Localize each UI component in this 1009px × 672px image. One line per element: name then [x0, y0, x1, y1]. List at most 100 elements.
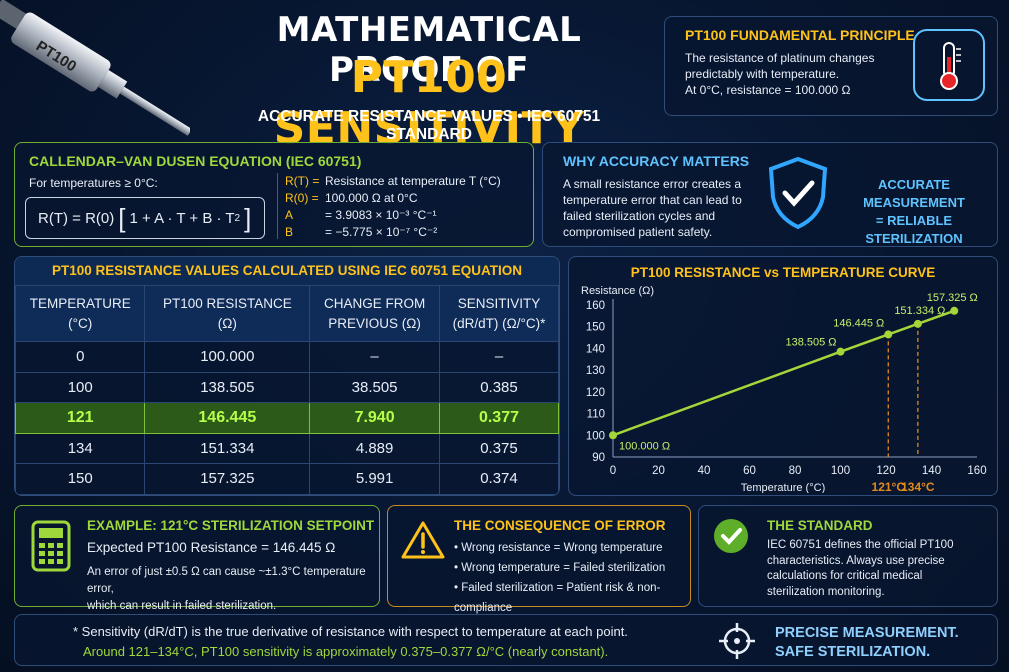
table-cell: 134	[15, 432, 146, 464]
table-cell: –	[438, 341, 559, 373]
table-header-row: TEMPERATURE (°C) PT100 RESISTANCE (Ω) CHAN…	[15, 285, 559, 342]
term-row: R(T) = Resistance at temperature T (°C)	[285, 174, 501, 188]
accuracy-badge-line: = RELIABLE STERILIZATION	[865, 213, 963, 246]
formula-body: 1 + A · T + B · T	[129, 209, 235, 227]
column-header: PT100 RESISTANCE (Ω)	[144, 285, 311, 342]
consequence-bullet: • Wrong resistance = Wrong temperature	[454, 542, 663, 554]
x-axis-label: Temperature (°C)	[741, 482, 825, 493]
table-cell: 151.334	[144, 432, 311, 464]
bracket-close: ]	[244, 202, 252, 233]
standard-panel: THE STANDARD IEC 60751 defines the offic…	[698, 505, 998, 607]
principle-line: predictably with temperature.	[685, 67, 840, 81]
shield-check-icon	[765, 155, 831, 236]
table-row: 150 157.325 5.991 0.374	[15, 463, 559, 495]
principle-line: At 0°C, resistance = 100.000 Ω	[685, 83, 851, 97]
table-cell: 150	[15, 463, 146, 495]
footer-cta-line: SAFE STERILIZATION.	[775, 644, 931, 660]
marker-label: 121°C	[872, 480, 906, 493]
table-cell: 38.505	[309, 371, 440, 403]
footer-note-2: Around 121–134°C, PT100 sensitivity is a…	[83, 644, 609, 659]
subtitle: ACCURATE RESISTANCE VALUES • IEC 60751 S…	[257, 108, 601, 143]
table-row: 100 138.505 38.505 0.385	[15, 371, 559, 403]
footer-cta-line: PRECISE MEASUREMENT.	[775, 625, 959, 641]
example-heading: EXAMPLE: 121°C STERILIZATION SETPOINT	[87, 518, 375, 533]
equation-heading: CALLENDAR–VAN DUSEN EQUATION (IEC 60751)	[29, 153, 362, 169]
x-tick-label: 20	[652, 465, 665, 477]
accuracy-panel: WHY ACCURACY MATTERS A small resistance …	[542, 142, 998, 247]
x-tick-label: 40	[698, 465, 711, 477]
thermometer-icon	[913, 29, 985, 101]
crosshair-icon	[717, 621, 757, 666]
table-heading: PT100 RESISTANCE VALUES CALCULATED USING…	[15, 257, 559, 285]
pt100-probe-illustration: PT100	[0, 0, 192, 150]
accuracy-line: failed sterilization cycles and	[563, 209, 716, 223]
table-cell: 100	[15, 371, 146, 403]
resistance-table: TEMPERATURE (°C) PT100 RESISTANCE (Ω) CHAN…	[15, 285, 559, 495]
accuracy-badge-line: ACCURATE MEASUREMENT	[863, 177, 965, 210]
example-line: An error of just ±0.5 Ω can cause ~±1.3°…	[87, 566, 366, 595]
data-point	[913, 319, 922, 328]
series-line	[612, 309, 955, 437]
x-tick-label: 140	[922, 465, 941, 477]
table-cell: 0.375	[438, 432, 559, 464]
table-cell: 138.505	[144, 371, 311, 403]
column-header: CHANGE FROM PREVIOUS (Ω)	[309, 285, 440, 342]
bracket-open: [	[118, 202, 126, 233]
consequence-panel: THE CONSEQUENCE OF ERROR • Wrong resista…	[387, 505, 691, 614]
title-line-1: MATHEMATICAL PROOF OF	[276, 10, 582, 90]
table-cell: 121	[15, 402, 146, 434]
data-point	[836, 347, 845, 356]
principle-heading: PT100 FUNDAMENTAL PRINCIPLE	[685, 27, 915, 43]
accuracy-line: compromised patient safety.	[563, 225, 713, 239]
consequence-bullet: • Failed sterilization = Patient risk & …	[454, 582, 661, 614]
term-row: A = 3.9083 × 10⁻³ °C⁻¹	[285, 208, 437, 222]
table-cell: 0	[15, 341, 146, 373]
footer-note: * Sensitivity (dR/dT) is the true deriva…	[73, 624, 628, 639]
table-cell: 0.377	[438, 402, 559, 434]
formula-lhs: R(T) = R(0)	[38, 209, 115, 227]
data-point	[884, 330, 893, 339]
accuracy-line: A small resistance error creates a	[563, 177, 742, 191]
table-cell: 5.991	[309, 463, 440, 495]
accuracy-heading: WHY ACCURACY MATTERS	[563, 153, 750, 169]
data-label: 146.445 Ω	[833, 317, 884, 329]
standard-line: calculations for critical medical	[767, 570, 923, 582]
table-row-highlighted: 121 146.445 7.940 0.377	[15, 402, 559, 434]
term-row: R(0) = 100.000 Ω at 0°C	[285, 191, 418, 205]
table-cell: –	[309, 341, 440, 373]
principle-panel: PT100 FUNDAMENTAL PRINCIPLE The resistan…	[664, 16, 998, 116]
formula-exp: 2	[234, 212, 241, 224]
principle-line: The resistance of platinum changes	[685, 51, 875, 65]
term-row: B = −5.775 × 10⁻⁷ °C⁻²	[285, 225, 438, 239]
data-label: 138.505 Ω	[785, 337, 836, 349]
data-point	[950, 306, 959, 315]
resistance-table-panel: PT100 RESISTANCE VALUES CALCULATED USING…	[14, 256, 560, 496]
calculator-icon	[31, 520, 71, 577]
y-tick-label: 90	[592, 452, 605, 464]
equation-divider	[277, 173, 278, 239]
table-cell: 4.889	[309, 432, 440, 464]
x-tick-label: 160	[967, 465, 986, 477]
y-tick-label: 130	[586, 365, 605, 377]
column-header: TEMPERATURE (°C)	[15, 285, 146, 342]
warning-icon	[400, 520, 446, 565]
x-tick-label: 60	[743, 465, 756, 477]
table-cell: 146.445	[144, 402, 311, 434]
x-tick-label: 0	[610, 465, 616, 477]
equation-panel: CALLENDAR–VAN DUSEN EQUATION (IEC 60751)…	[14, 142, 534, 247]
standard-line: characteristics. Always use precise	[767, 554, 945, 567]
standard-line: sterilization monitoring.	[767, 585, 885, 598]
table-cell: 0.385	[438, 371, 559, 403]
standard-line: IEC 60751 defines the official PT100	[767, 539, 954, 551]
data-label: 157.325 Ω	[927, 292, 978, 304]
table-cell: 157.325	[144, 463, 311, 495]
chart-title: PT100 RESISTANCE vs TEMPERATURE CURVE	[630, 265, 936, 280]
y-tick-label: 160	[586, 300, 605, 312]
standard-heading: THE STANDARD	[767, 518, 873, 533]
example-panel: EXAMPLE: 121°C STERILIZATION SETPOINT Ex…	[14, 505, 380, 612]
column-header: SENSITIVITY (dR/dT) (Ω/°C)*	[438, 285, 559, 342]
y-axis-label: Resistance (Ω)	[581, 285, 654, 297]
y-tick-label: 150	[586, 322, 605, 334]
y-tick-label: 100	[586, 430, 605, 442]
